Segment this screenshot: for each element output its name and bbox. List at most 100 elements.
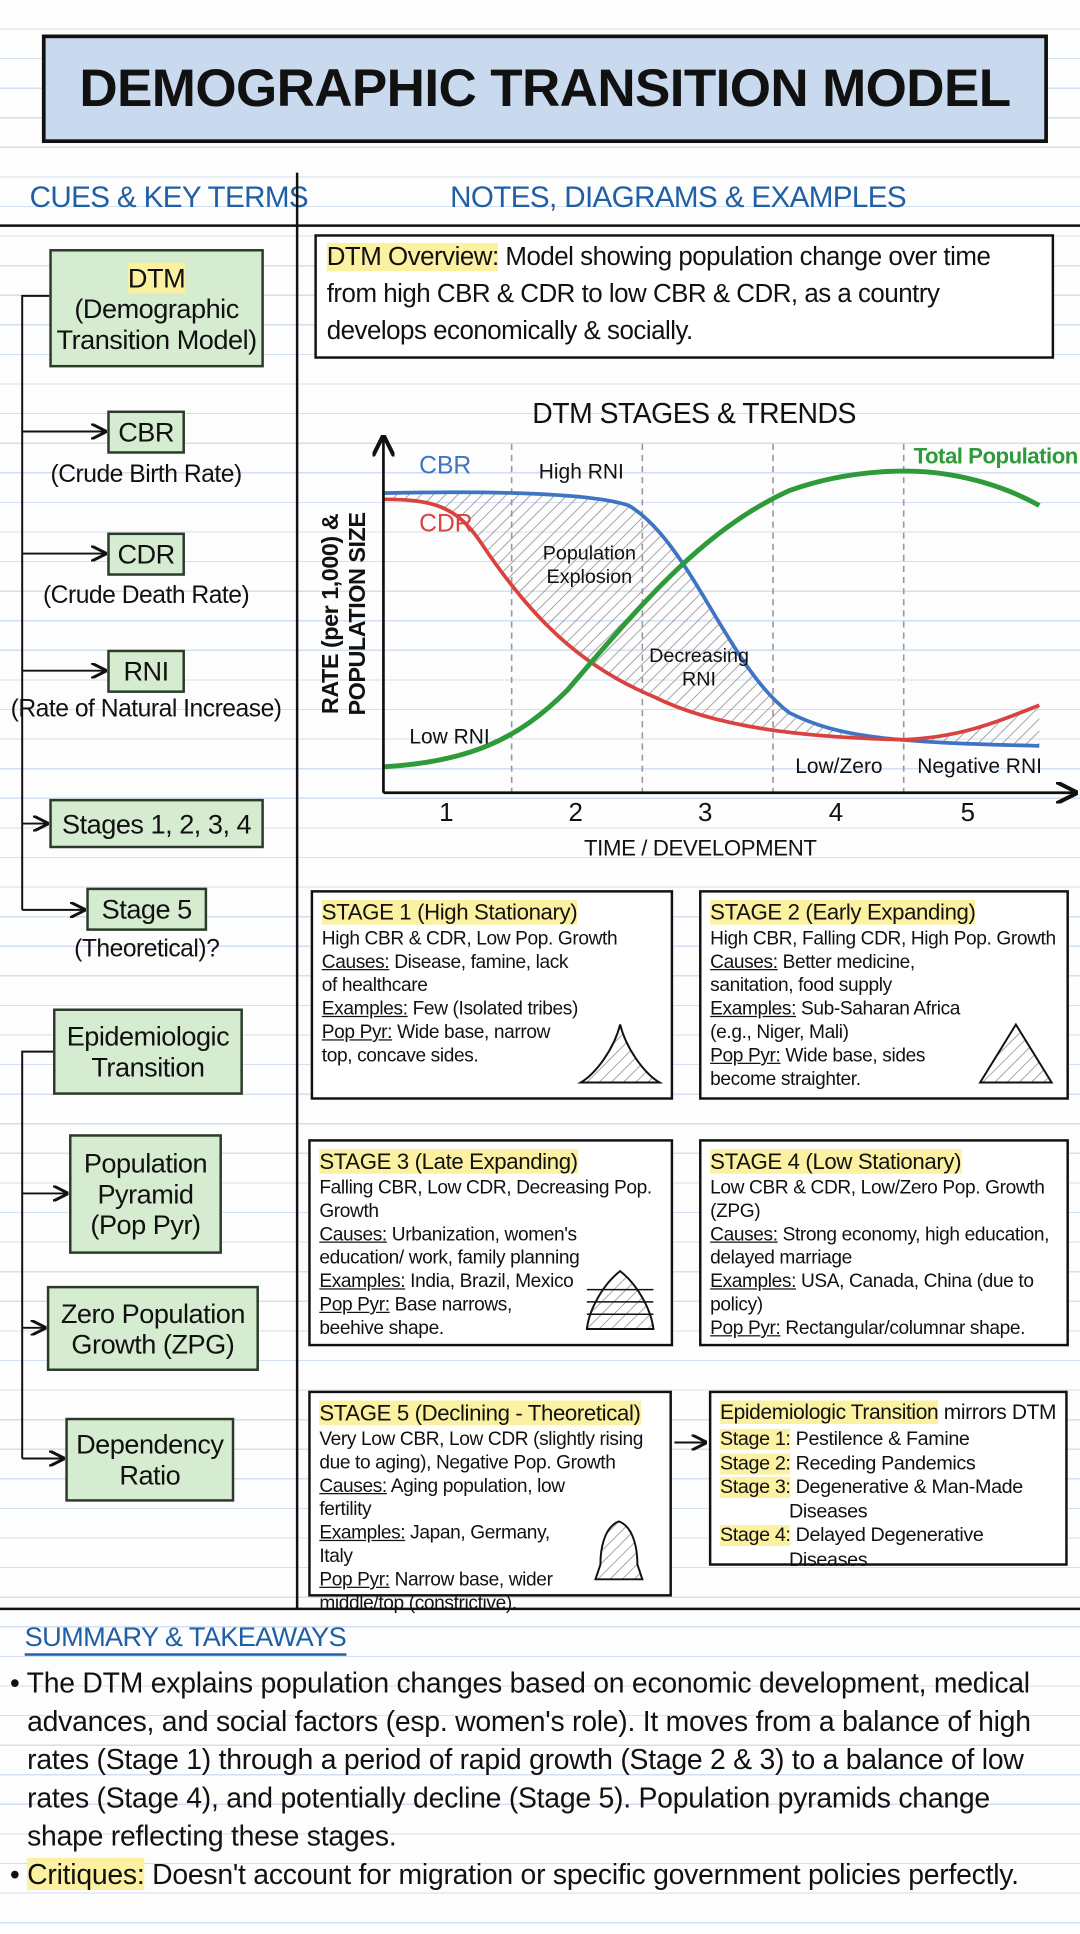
title: DEMOGRAPHIC TRANSITION MODEL <box>41 34 1048 144</box>
low-zero-label: Low/Zero <box>795 754 883 778</box>
overview-text: Model showing population change over tim… <box>326 242 991 346</box>
stage-causes: Disease, famine, lack of healthcare <box>321 951 569 997</box>
decreasing-label: Decreasing RNI <box>649 646 749 691</box>
stage-causes: Strong economy, high education, delayed … <box>710 1224 1050 1269</box>
epi-title: Epidemiologic Transition <box>720 1400 939 1424</box>
cue-term-box: Dependency Ratio <box>65 1417 235 1502</box>
stage-summary: Low CBR & CDR, Low/Zero Pop. Growth (ZPG… <box>710 1177 1045 1222</box>
cue-term: Dependency Ratio <box>76 1428 224 1491</box>
stage-pyramid-note-row: Pop Pyr: Wide base, narrow top, concave … <box>322 1021 581 1068</box>
pyramid-shape <box>577 1024 664 1084</box>
stage-examples-row: Examples: USA, Canada, China (due to pol… <box>710 1270 1058 1317</box>
epi-text: Pestilence & Famine <box>795 1428 970 1450</box>
total-label: Total Population <box>913 443 1079 469</box>
stage-title: STAGE 2 (Early Expanding) <box>710 900 976 925</box>
stage-examples: USA, Canada, China (due to policy) <box>710 1271 1034 1316</box>
low-rni-label: Low RNI <box>409 724 490 749</box>
summary-text: • The DTM explains population changes ba… <box>10 1664 1068 1893</box>
cue-connectors <box>21 294 705 1459</box>
stage-causes: Aging population, low fertility <box>319 1475 565 1521</box>
stage-summary: Very Low CBR, Low CDR (slightly rising d… <box>319 1428 643 1474</box>
stage-examples-row: Examples: Japan, Germany, Italy <box>319 1521 579 1568</box>
cdr-label: CDR <box>419 510 473 538</box>
stage-examples-row: Examples: Sub-Saharan Africa (e.g., Nige… <box>710 997 976 1044</box>
cue-term: Epidemiologic Transition <box>66 1020 230 1083</box>
cue-term: RNI <box>123 655 169 687</box>
stage-pyramid-note-label: Pop Pyr: <box>319 1294 390 1316</box>
stage-examples-label: Examples: <box>319 1271 406 1293</box>
bullet-text: The DTM explains population changes base… <box>26 1666 1031 1852</box>
stage-examples-label: Examples: <box>710 1271 797 1293</box>
cue-term: CDR <box>117 538 175 570</box>
overview-label: DTM Overview: <box>326 242 499 272</box>
cue-term: CBR <box>118 416 174 448</box>
stage-title-row: STAGE 5 (Declining - Theoretical) <box>319 1398 661 1428</box>
stage-causes-label: Causes: <box>321 951 390 973</box>
stage-box: STAGE 3 (Late Expanding) Falling CBR, Low… <box>308 1139 674 1347</box>
cue-desc: (Crude Death Rate) <box>42 581 250 610</box>
cue-term: Stage 5 <box>101 893 193 925</box>
stage-pyramid-note-label: Pop Pyr: <box>710 1317 781 1339</box>
cbr-label: CBR <box>419 452 472 480</box>
stage-causes-row: Causes: Strong economy, high education, … <box>710 1223 1058 1270</box>
stage-causes-row: Causes: Urbanization, women's education/… <box>319 1223 580 1270</box>
cue-term-box: RNI <box>107 649 185 693</box>
stage-number: 2 <box>568 798 583 828</box>
summary-bullet: • The DTM explains population changes ba… <box>9 1666 1031 1852</box>
stage-pyramid-note: Wide base, sides become straighter. <box>710 1045 926 1090</box>
stage-examples-label: Examples: <box>319 1522 406 1544</box>
overview-box: DTM Overview: Model showing population c… <box>314 234 1055 359</box>
diagram-title: DTM STAGES & TRENDS <box>532 396 856 430</box>
explosion-label: Population Explosion <box>542 543 636 589</box>
pyramid-icon <box>585 1269 655 1331</box>
stage-title-row: STAGE 3 (Late Expanding) <box>319 1147 662 1177</box>
stage-causes-row: Causes: Aging population, low fertility <box>319 1475 579 1522</box>
stage-examples: Japan, Germany, Italy <box>319 1522 550 1567</box>
rni-hatch <box>383 492 1040 746</box>
epi-label: Stage 2: <box>720 1452 791 1474</box>
stage-box: STAGE 4 (Low Stationary) Low CBR & CDR, L… <box>699 1139 1069 1347</box>
stage-title: STAGE 4 (Low Stationary) <box>710 1149 962 1174</box>
pyramid-shape <box>594 1520 644 1581</box>
high-rni-label: High RNI <box>538 459 624 484</box>
stage-pyramid-note-row: Pop Pyr: Rectangular/columnar shape. <box>710 1317 1058 1340</box>
stage-examples-label: Examples: <box>710 998 797 1020</box>
critiques-label: Critiques: <box>27 1857 145 1891</box>
cue-term: Zero Population Growth (ZPG) <box>60 1297 246 1360</box>
stage-causes-label: Causes: <box>710 951 778 973</box>
stage-pyramid-note: Rectangular/columnar shape. <box>785 1317 1026 1339</box>
stage-number: 4 <box>828 798 844 828</box>
stage-pyramid-note: Wide base, narrow top, concave sides. <box>321 1022 551 1067</box>
cues-heading: CUES & KEY TERMS <box>29 181 309 215</box>
epi-item: Stage 4: Delayed Degenerative Diseases <box>720 1524 1057 1572</box>
cue-term-box: Epidemiologic Transition <box>53 1008 243 1095</box>
epidemiologic-box: Epidemiologic Transition mirrors DTM Sta… <box>708 1390 1068 1570</box>
stage-title-row: STAGE 1 (High Stationary) <box>321 898 662 928</box>
epi-item: Stage 2: Receding Pandemics <box>720 1452 1057 1476</box>
pyramid-icon <box>978 1022 1054 1084</box>
stage-pyramid-note-label: Pop Pyr: <box>319 1569 390 1591</box>
summary-heading: SUMMARY & TAKEAWAYS <box>24 1621 347 1656</box>
stage-box: STAGE 5 (Declining - Theoretical) Very Lo… <box>308 1390 672 1614</box>
cue-term: Stages 1, 2, 3, 4 <box>61 808 252 839</box>
cue-desc: (Crude Birth Rate) <box>50 461 242 489</box>
stage-examples-label: Examples: <box>321 998 408 1020</box>
stage-summary: Falling CBR, Low CDR, Decreasing Pop. Gr… <box>319 1177 652 1222</box>
epi-item: Stage 3: Degenerative & Man-Made Disease… <box>720 1476 1057 1524</box>
cue-term-box: CDR <box>107 532 185 576</box>
cue-term-box: Stage 5 <box>86 887 208 931</box>
stage-pyramid-note-label: Pop Pyr: <box>321 1022 393 1044</box>
stage-summary: High CBR & CDR, Low Pop. Growth <box>321 928 618 950</box>
stage-causes: Better medicine, sanitation, food supply <box>710 951 915 997</box>
epi-label: Stage 4: <box>720 1525 791 1547</box>
stage-pyramid-note-row: Pop Pyr: Wide base, sides become straigh… <box>710 1044 976 1091</box>
stage-causes-label: Causes: <box>319 1224 387 1246</box>
y-axis-label: RATE (per 1,000) & POPULATION SIZE <box>318 512 372 716</box>
cdr-curve <box>383 497 1040 742</box>
stage-examples: Sub-Saharan Africa (e.g., Niger, Mali) <box>710 998 961 1044</box>
pyramid-shape <box>978 1022 1054 1084</box>
stage-box: STAGE 1 (High Stationary) High CBR & CDR,… <box>310 890 674 1100</box>
